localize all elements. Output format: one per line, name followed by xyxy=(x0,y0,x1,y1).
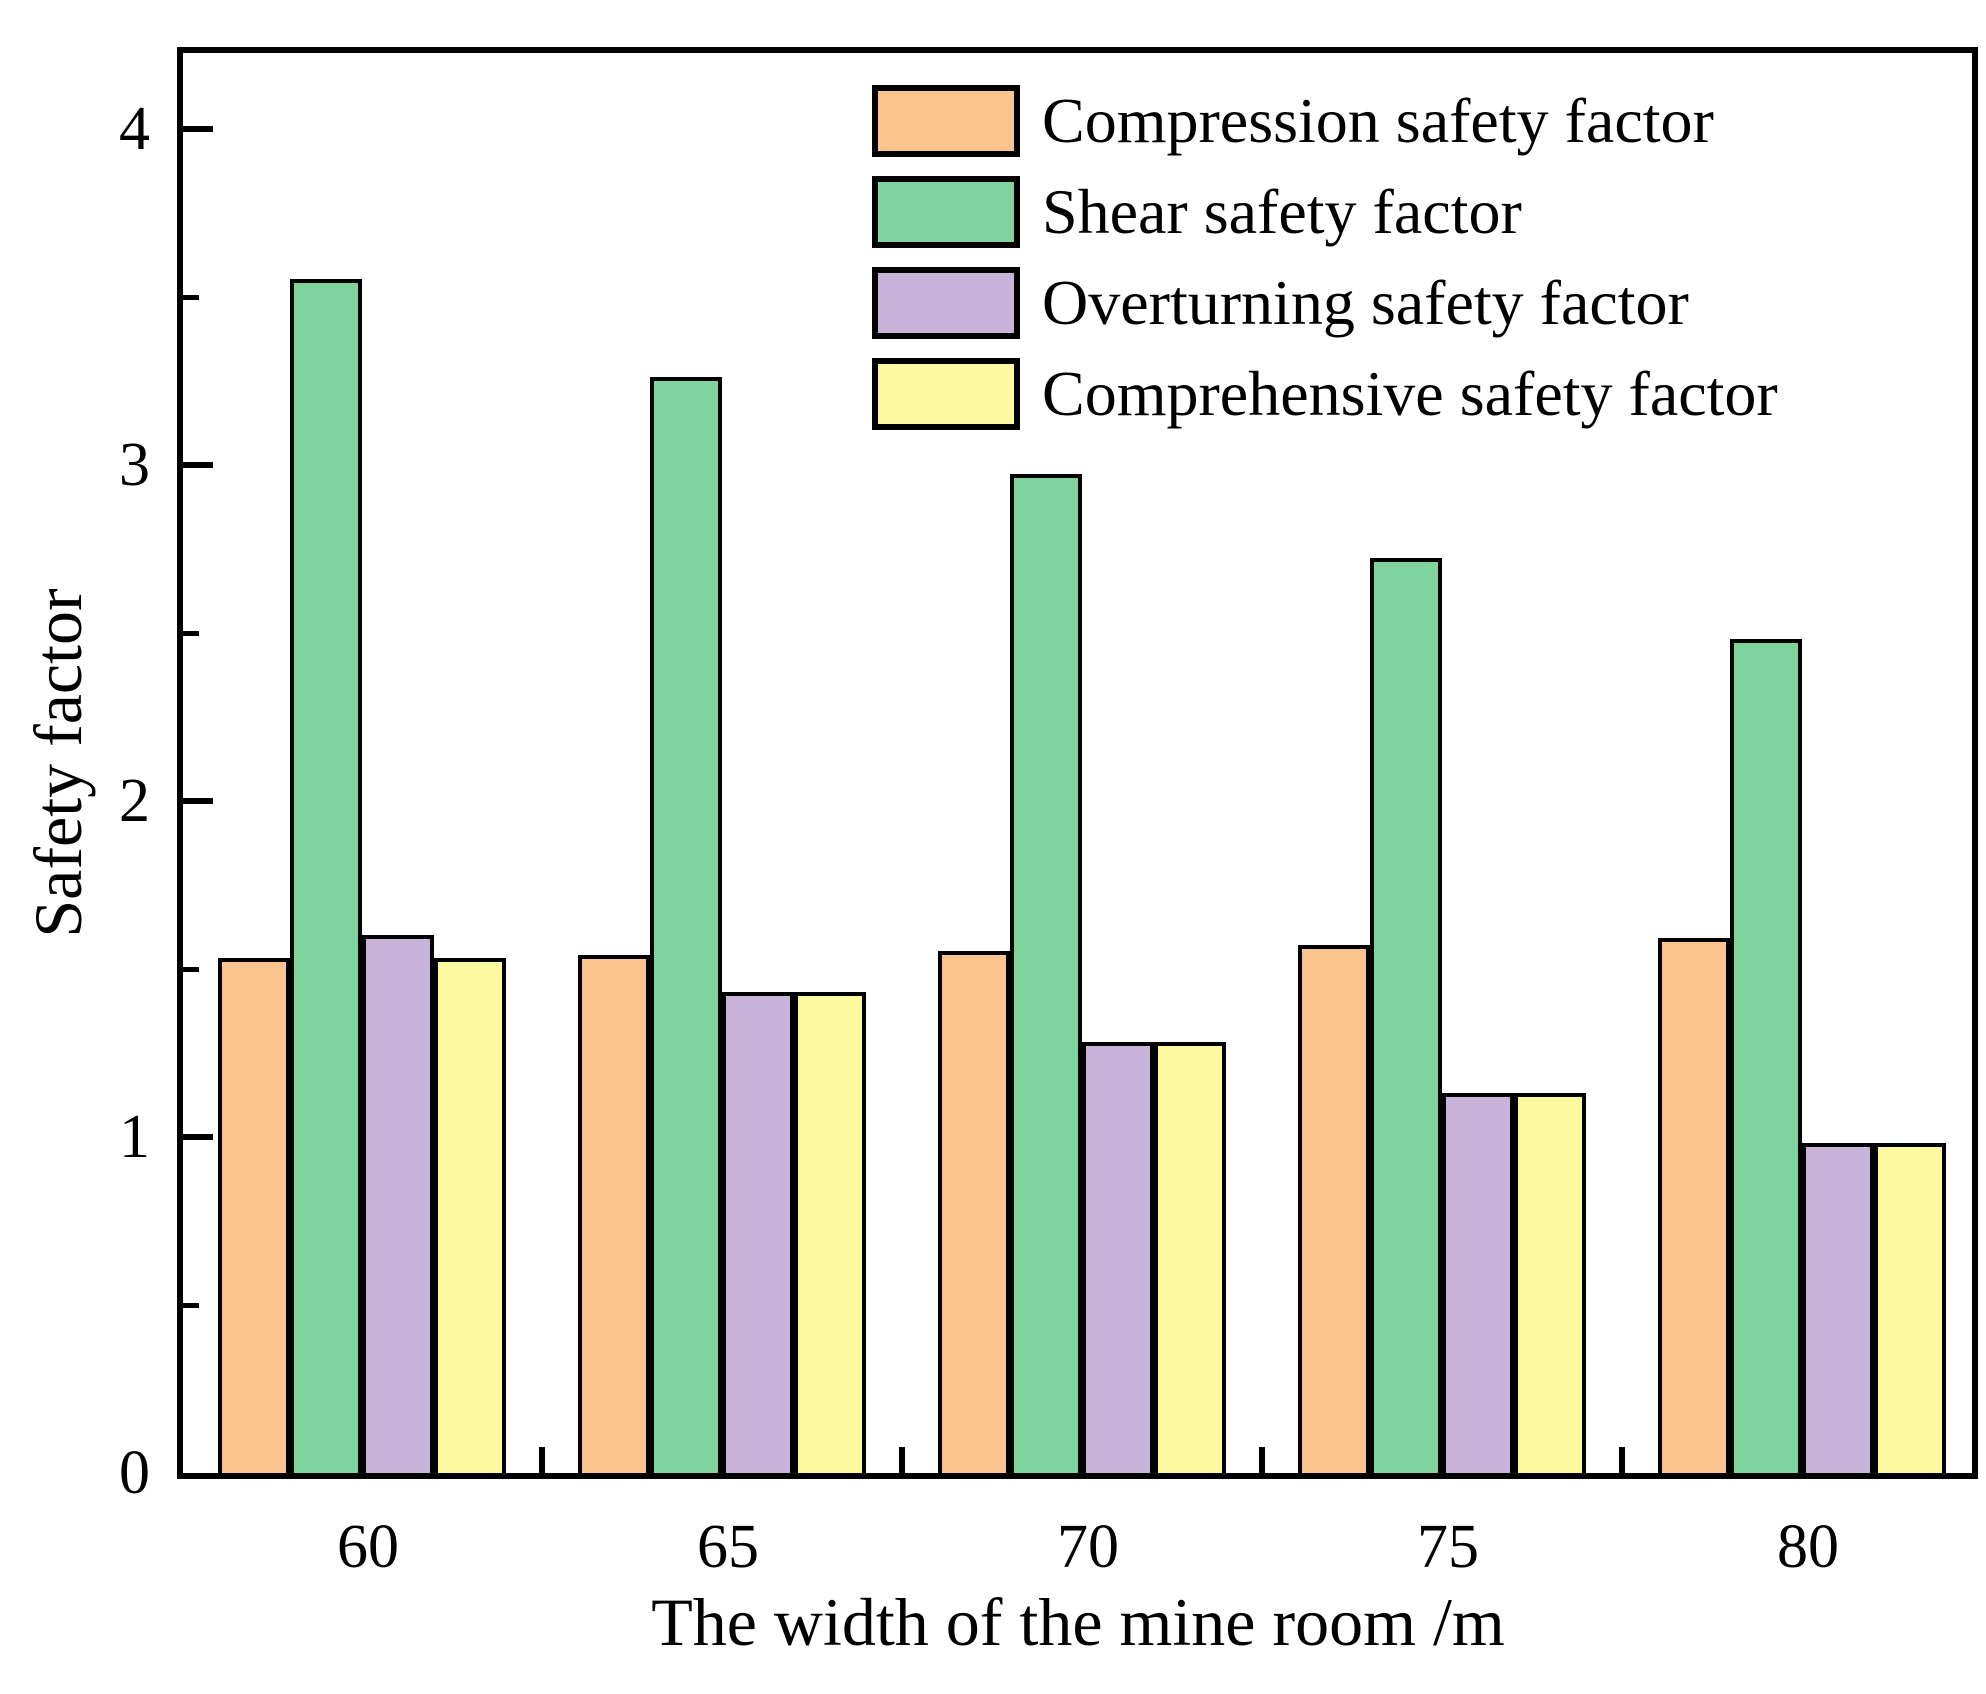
y-tick-label-2: 2 xyxy=(119,767,150,835)
bar-70-series-2 xyxy=(1082,1042,1154,1473)
legend-row-2: Overturning safety factor xyxy=(872,267,1689,339)
y-tick-label-1: 1 xyxy=(119,1103,150,1171)
y-axis-title: Safety factor xyxy=(20,588,96,938)
legend-swatch-1 xyxy=(872,176,1020,248)
bar-70-series-3 xyxy=(1154,1042,1226,1473)
x-tick-label-60: 60 xyxy=(337,1513,399,1581)
legend-swatch-0 xyxy=(872,85,1020,157)
y-minor-tick xyxy=(183,967,199,972)
x-tick-label-75: 75 xyxy=(1417,1513,1479,1581)
bar-60-series-1 xyxy=(290,279,362,1473)
bar-70-series-1 xyxy=(1010,474,1082,1473)
legend-label-1: Shear safety factor xyxy=(1042,176,1522,247)
x-axis-title: The width of the mine room /m xyxy=(651,1584,1505,1660)
x-major-tick xyxy=(899,1447,905,1473)
y-minor-tick xyxy=(183,295,199,300)
bar-80-series-2 xyxy=(1802,1143,1874,1473)
legend-swatch-3 xyxy=(872,358,1020,430)
y-tick-label-4: 4 xyxy=(119,95,150,163)
y-minor-tick xyxy=(183,631,199,636)
bar-80-series-1 xyxy=(1730,639,1802,1473)
y-tick-label-3: 3 xyxy=(119,431,150,499)
y-major-tick xyxy=(183,126,213,132)
legend-label-0: Compression safety factor xyxy=(1042,85,1714,156)
bar-75-series-3 xyxy=(1514,1093,1586,1473)
y-major-tick xyxy=(183,798,213,804)
bar-80-series-0 xyxy=(1658,938,1730,1473)
x-tick-label-65: 65 xyxy=(697,1513,759,1581)
legend-row-1: Shear safety factor xyxy=(872,176,1522,248)
y-tick-label-0: 0 xyxy=(119,1439,150,1507)
y-major-tick xyxy=(183,462,213,468)
bar-65-series-0 xyxy=(578,955,650,1473)
x-major-tick xyxy=(1619,1447,1625,1473)
bar-75-series-1 xyxy=(1370,558,1442,1473)
bar-80-series-3 xyxy=(1874,1143,1946,1473)
legend-label-2: Overturning safety factor xyxy=(1042,267,1689,338)
plot-area xyxy=(177,47,1978,1479)
x-major-tick xyxy=(1259,1447,1265,1473)
bar-60-series-0 xyxy=(218,958,290,1473)
bar-65-series-3 xyxy=(794,992,866,1473)
legend-label-3: Comprehensive safety factor xyxy=(1042,358,1778,429)
x-major-tick xyxy=(539,1447,545,1473)
bar-60-series-3 xyxy=(434,958,506,1473)
legend-row-3: Comprehensive safety factor xyxy=(872,358,1778,430)
x-tick-label-70: 70 xyxy=(1057,1513,1119,1581)
bar-65-series-2 xyxy=(722,992,794,1473)
bar-75-series-2 xyxy=(1442,1093,1514,1473)
legend-row-0: Compression safety factor xyxy=(872,85,1714,157)
bar-75-series-0 xyxy=(1298,945,1370,1473)
y-minor-tick xyxy=(183,1303,199,1308)
bar-70-series-0 xyxy=(938,951,1010,1473)
bar-60-series-2 xyxy=(362,935,434,1473)
y-major-tick xyxy=(183,1134,213,1140)
x-tick-label-80: 80 xyxy=(1777,1513,1839,1581)
bar-65-series-1 xyxy=(650,377,722,1473)
legend-swatch-2 xyxy=(872,267,1020,339)
